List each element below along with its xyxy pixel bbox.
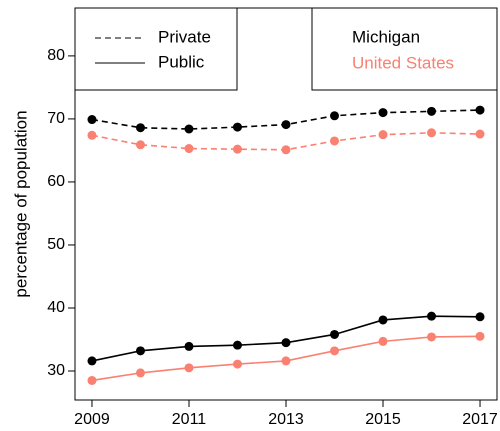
point <box>184 124 194 134</box>
point <box>232 144 242 154</box>
y-tick-label: 60 <box>47 173 65 190</box>
x-tick-label: 2009 <box>74 411 110 428</box>
point <box>135 123 145 133</box>
point <box>378 336 388 346</box>
point <box>427 128 437 138</box>
point <box>184 341 194 351</box>
point <box>378 130 388 140</box>
x-tick-label: 2015 <box>365 411 401 428</box>
point <box>184 363 194 373</box>
point <box>87 115 97 125</box>
legend-label: Michigan <box>352 27 420 46</box>
x-tick-label: 2011 <box>172 411 207 428</box>
point <box>232 122 242 132</box>
point <box>378 108 388 118</box>
point <box>281 356 291 366</box>
point <box>475 312 485 322</box>
x-tick-label: 2017 <box>462 411 498 428</box>
y-tick-label: 40 <box>47 299 65 316</box>
point <box>475 331 485 341</box>
y-tick-label: 80 <box>47 47 65 64</box>
point <box>281 338 291 348</box>
y-tick-label: 30 <box>47 362 65 379</box>
point <box>135 346 145 356</box>
point <box>184 144 194 154</box>
x-tick-label: 2013 <box>268 411 304 428</box>
y-axis-label: percentage of population <box>11 110 30 297</box>
point <box>281 145 291 155</box>
point <box>87 356 97 366</box>
point <box>232 359 242 369</box>
legend-label: Private <box>158 27 211 46</box>
point <box>427 106 437 116</box>
point <box>281 120 291 130</box>
point <box>330 346 340 356</box>
legend-label: United States <box>352 53 454 72</box>
point <box>475 129 485 139</box>
legend-box <box>311 7 498 91</box>
legend-box <box>74 7 238 91</box>
point <box>475 105 485 115</box>
y-tick-label: 70 <box>47 110 65 127</box>
point <box>87 130 97 140</box>
y-tick-label: 50 <box>47 236 65 253</box>
point <box>232 340 242 350</box>
point <box>135 368 145 378</box>
point <box>427 332 437 342</box>
point <box>330 111 340 121</box>
point <box>330 136 340 146</box>
point <box>378 315 388 325</box>
point <box>87 375 97 385</box>
point <box>330 329 340 339</box>
legend-label: Public <box>158 52 205 71</box>
point <box>427 311 437 321</box>
point <box>135 140 145 150</box>
